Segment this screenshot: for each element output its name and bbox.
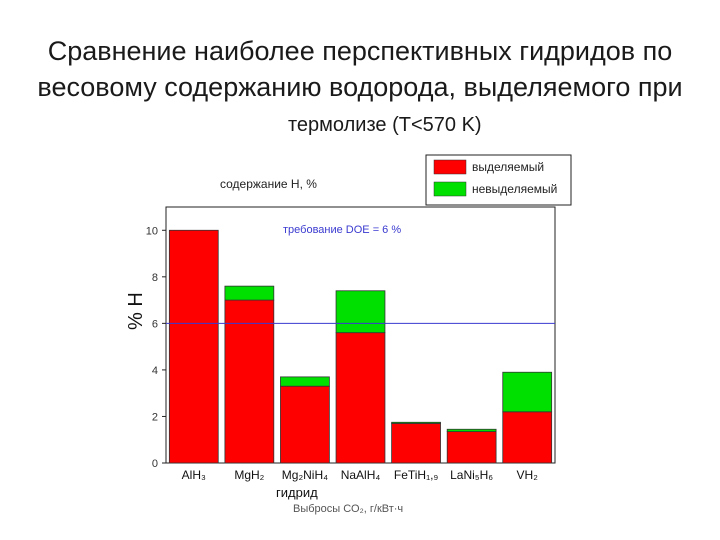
- bar-not-released: [280, 376, 330, 387]
- bar-not-released: [335, 290, 386, 334]
- y-tick-label: 10: [146, 225, 158, 237]
- slide-title-line-2: весовому содержанию водорода, выделяемог…: [37, 72, 683, 102]
- bar-not-released: [224, 285, 275, 301]
- slide-title-line-3: термолизе (T<570 K): [288, 114, 482, 136]
- bar-released: [224, 299, 275, 464]
- doe-requirement-label: требование DOE = 6 %: [283, 224, 401, 236]
- bar-released: [502, 411, 553, 464]
- y-tick-label: 2: [152, 411, 158, 423]
- bar-released: [391, 423, 441, 464]
- x-tick-label: Mg₂NiH₄: [282, 468, 328, 482]
- slide-title-line-1: Сравнение наиболее перспективных гидридо…: [47, 36, 673, 66]
- legend-label-not-released: невыделяемый: [472, 182, 557, 196]
- legend-swatch-not-released: [433, 181, 467, 197]
- x-tick-label: LaNi₅H₆: [450, 468, 493, 482]
- legend-label-released: выделяемый: [472, 160, 544, 174]
- x-tick-label: FeTiH₁,₉: [394, 468, 439, 482]
- bar-released: [335, 332, 386, 464]
- x-tick-label: MgH₂: [234, 468, 264, 482]
- bar-not-released: [446, 428, 497, 432]
- bar-not-released: [502, 371, 553, 413]
- bar-released: [446, 431, 497, 464]
- y-tick-label: 6: [152, 318, 158, 330]
- y-tick-label: 4: [152, 365, 158, 377]
- y-axis-label: % H: [125, 292, 147, 330]
- y-tick-label: 8: [152, 272, 158, 284]
- x-axis-label: гидрид: [276, 485, 318, 500]
- footer-fragment: Выбросы СО₂, г/кВт·ч: [293, 503, 403, 515]
- legend-box: [425, 154, 572, 206]
- x-tick-label: AlH₃: [182, 468, 206, 482]
- legend-swatch-released: [433, 159, 467, 175]
- legend: выделяемый невыделяемый: [425, 154, 572, 206]
- bar-not-released: [391, 421, 441, 424]
- bar-released: [168, 229, 219, 464]
- y-caption: содержание H, %: [220, 177, 317, 191]
- y-tick-label: 0: [152, 458, 158, 470]
- bar-released: [280, 385, 330, 464]
- x-tick-label: NaAlH₄: [341, 468, 381, 482]
- x-tick-label: VH₂: [517, 468, 539, 482]
